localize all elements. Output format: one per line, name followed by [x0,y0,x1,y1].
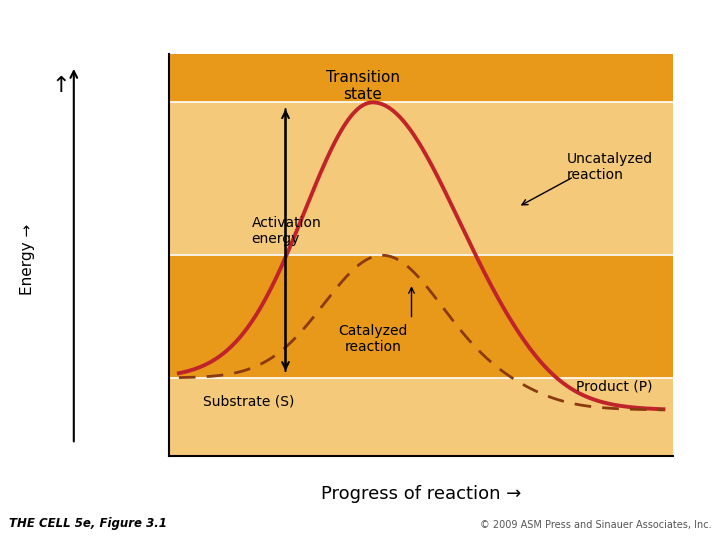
Bar [169,46,673,102]
Text: Uncatalyzed
reaction: Uncatalyzed reaction [567,152,653,182]
Text: Energy →: Energy → [20,224,35,295]
Text: THE CELL 5e, Figure 3.1: THE CELL 5e, Figure 3.1 [9,517,166,530]
Text: Catalyzed
reaction: Catalyzed reaction [338,323,408,354]
Text: Product (P): Product (P) [576,380,653,394]
Text: © 2009 ASM Press and Sinauer Associates, Inc.: © 2009 ASM Press and Sinauer Associates,… [480,520,711,530]
Text: Substrate (S): Substrate (S) [203,395,294,409]
Text: ↑: ↑ [52,76,71,97]
Text: Transition
state: Transition state [326,70,400,103]
Bar [169,255,673,378]
Text: Figure 3.1  Energy diagrams for catalyzed and uncatalyzed reactions: Figure 3.1 Energy diagrams for catalyzed… [9,15,513,30]
Text: Activation
energy: Activation energy [251,216,321,246]
Text: Progress of reaction →: Progress of reaction → [321,485,521,503]
